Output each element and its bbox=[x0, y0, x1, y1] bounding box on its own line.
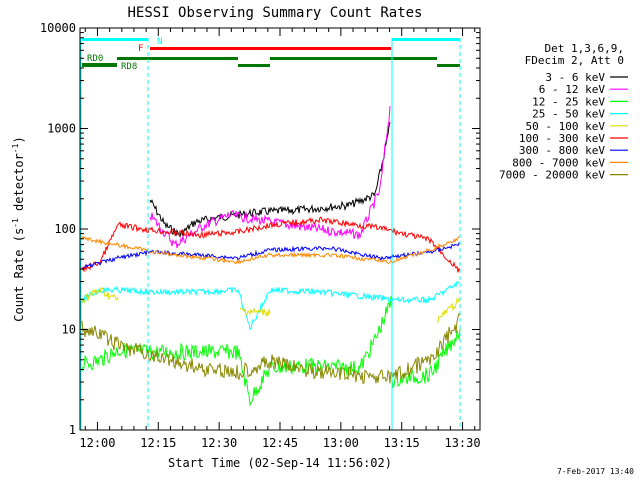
legend-entry-label: 7000 - 20000 keV bbox=[499, 169, 605, 182]
y-axis-label-sup1: -1 bbox=[11, 218, 20, 228]
legend-entry-label: 300 - 800 keV bbox=[519, 144, 605, 157]
chart-title: HESSI Observing Summary Count Rates bbox=[127, 5, 422, 21]
night-boundary-lines bbox=[80, 38, 461, 430]
x-axis-label: Start Time (02-Sep-14 11:56:02) bbox=[168, 456, 392, 470]
rd8-flag-bar bbox=[117, 57, 238, 60]
rd8-flag-bar-low bbox=[437, 64, 460, 67]
y-tick-label: 10000 bbox=[40, 21, 76, 35]
y-tick-label: 100 bbox=[54, 222, 76, 236]
legend-header-line1: Det 1,3,6,9, bbox=[545, 42, 624, 55]
x-tick-label: 13:30 bbox=[444, 436, 480, 450]
y-axis-label-part1: Count Rate (s bbox=[12, 228, 26, 322]
x-tick-label: 12:15 bbox=[140, 436, 176, 450]
legend: Det 1,3,6,9, FDecim 2, Att 0 3 - 6 keV6 … bbox=[499, 42, 628, 182]
series-line bbox=[81, 312, 461, 385]
night-flag-bar bbox=[392, 38, 460, 41]
flag-label-rd0: RD0 bbox=[87, 54, 103, 64]
y-axis-label-sup2: -1 bbox=[11, 143, 20, 153]
y-axis-label: Count Rate (s-1 detector-1) bbox=[11, 136, 26, 321]
flag-label-flare: F bbox=[138, 44, 143, 54]
x-tick-label: 12:45 bbox=[262, 436, 298, 450]
legend-entry-label: 12 - 25 keV bbox=[532, 95, 605, 108]
series-line bbox=[81, 296, 393, 407]
observing-flag-bars bbox=[82, 38, 460, 67]
timestamp: 7-Feb-2017 13:40 bbox=[557, 467, 634, 476]
y-tick-label: 1000 bbox=[47, 122, 76, 136]
series-line bbox=[436, 298, 461, 323]
series-line bbox=[239, 307, 271, 318]
x-tick-label: 13:15 bbox=[384, 436, 420, 450]
flag-label-rd8: RD8 bbox=[121, 62, 137, 72]
y-tick-label: 10 bbox=[62, 323, 76, 337]
series-line bbox=[81, 280, 461, 331]
legend-entry-label: 800 - 7000 keV bbox=[512, 156, 605, 169]
y-axis-label-part2: detector bbox=[12, 153, 26, 218]
legend-entry-label: 6 - 12 keV bbox=[539, 83, 606, 96]
y-tick-label: 1 bbox=[69, 423, 76, 437]
series-line bbox=[81, 235, 461, 265]
x-axis: 12:00 12:15 12:30 12:45 13:00 13:15 13:30 bbox=[79, 28, 481, 450]
rd8-flag-bar bbox=[270, 57, 437, 60]
legend-entry-label: 25 - 50 keV bbox=[532, 108, 605, 121]
x-tick-label: 12:30 bbox=[201, 436, 237, 450]
legend-entry-label: 50 - 100 keV bbox=[526, 120, 606, 133]
rd8-flag-bar-low bbox=[82, 64, 117, 67]
rd8-flag-bar-low bbox=[238, 64, 270, 67]
series-line bbox=[149, 105, 391, 249]
legend-header-line2: FDecim 2, Att 0 bbox=[525, 54, 624, 67]
series-layer bbox=[81, 105, 461, 407]
legend-entry-label: 100 - 300 keV bbox=[519, 132, 605, 145]
series-line bbox=[149, 121, 391, 238]
night-flag-bar bbox=[82, 38, 148, 41]
flare-flag-bar bbox=[150, 47, 391, 50]
x-tick-label: 12:00 bbox=[79, 436, 115, 450]
y-axis-label-part3: ) bbox=[12, 136, 26, 143]
x-tick-label: 13:00 bbox=[323, 436, 359, 450]
series-line bbox=[81, 216, 461, 273]
flag-label-night: N bbox=[157, 37, 162, 47]
y-axis: 1 10 100 1000 10000 bbox=[40, 21, 480, 437]
legend-entry-label: 3 - 6 keV bbox=[545, 71, 605, 84]
series-line bbox=[81, 286, 119, 304]
